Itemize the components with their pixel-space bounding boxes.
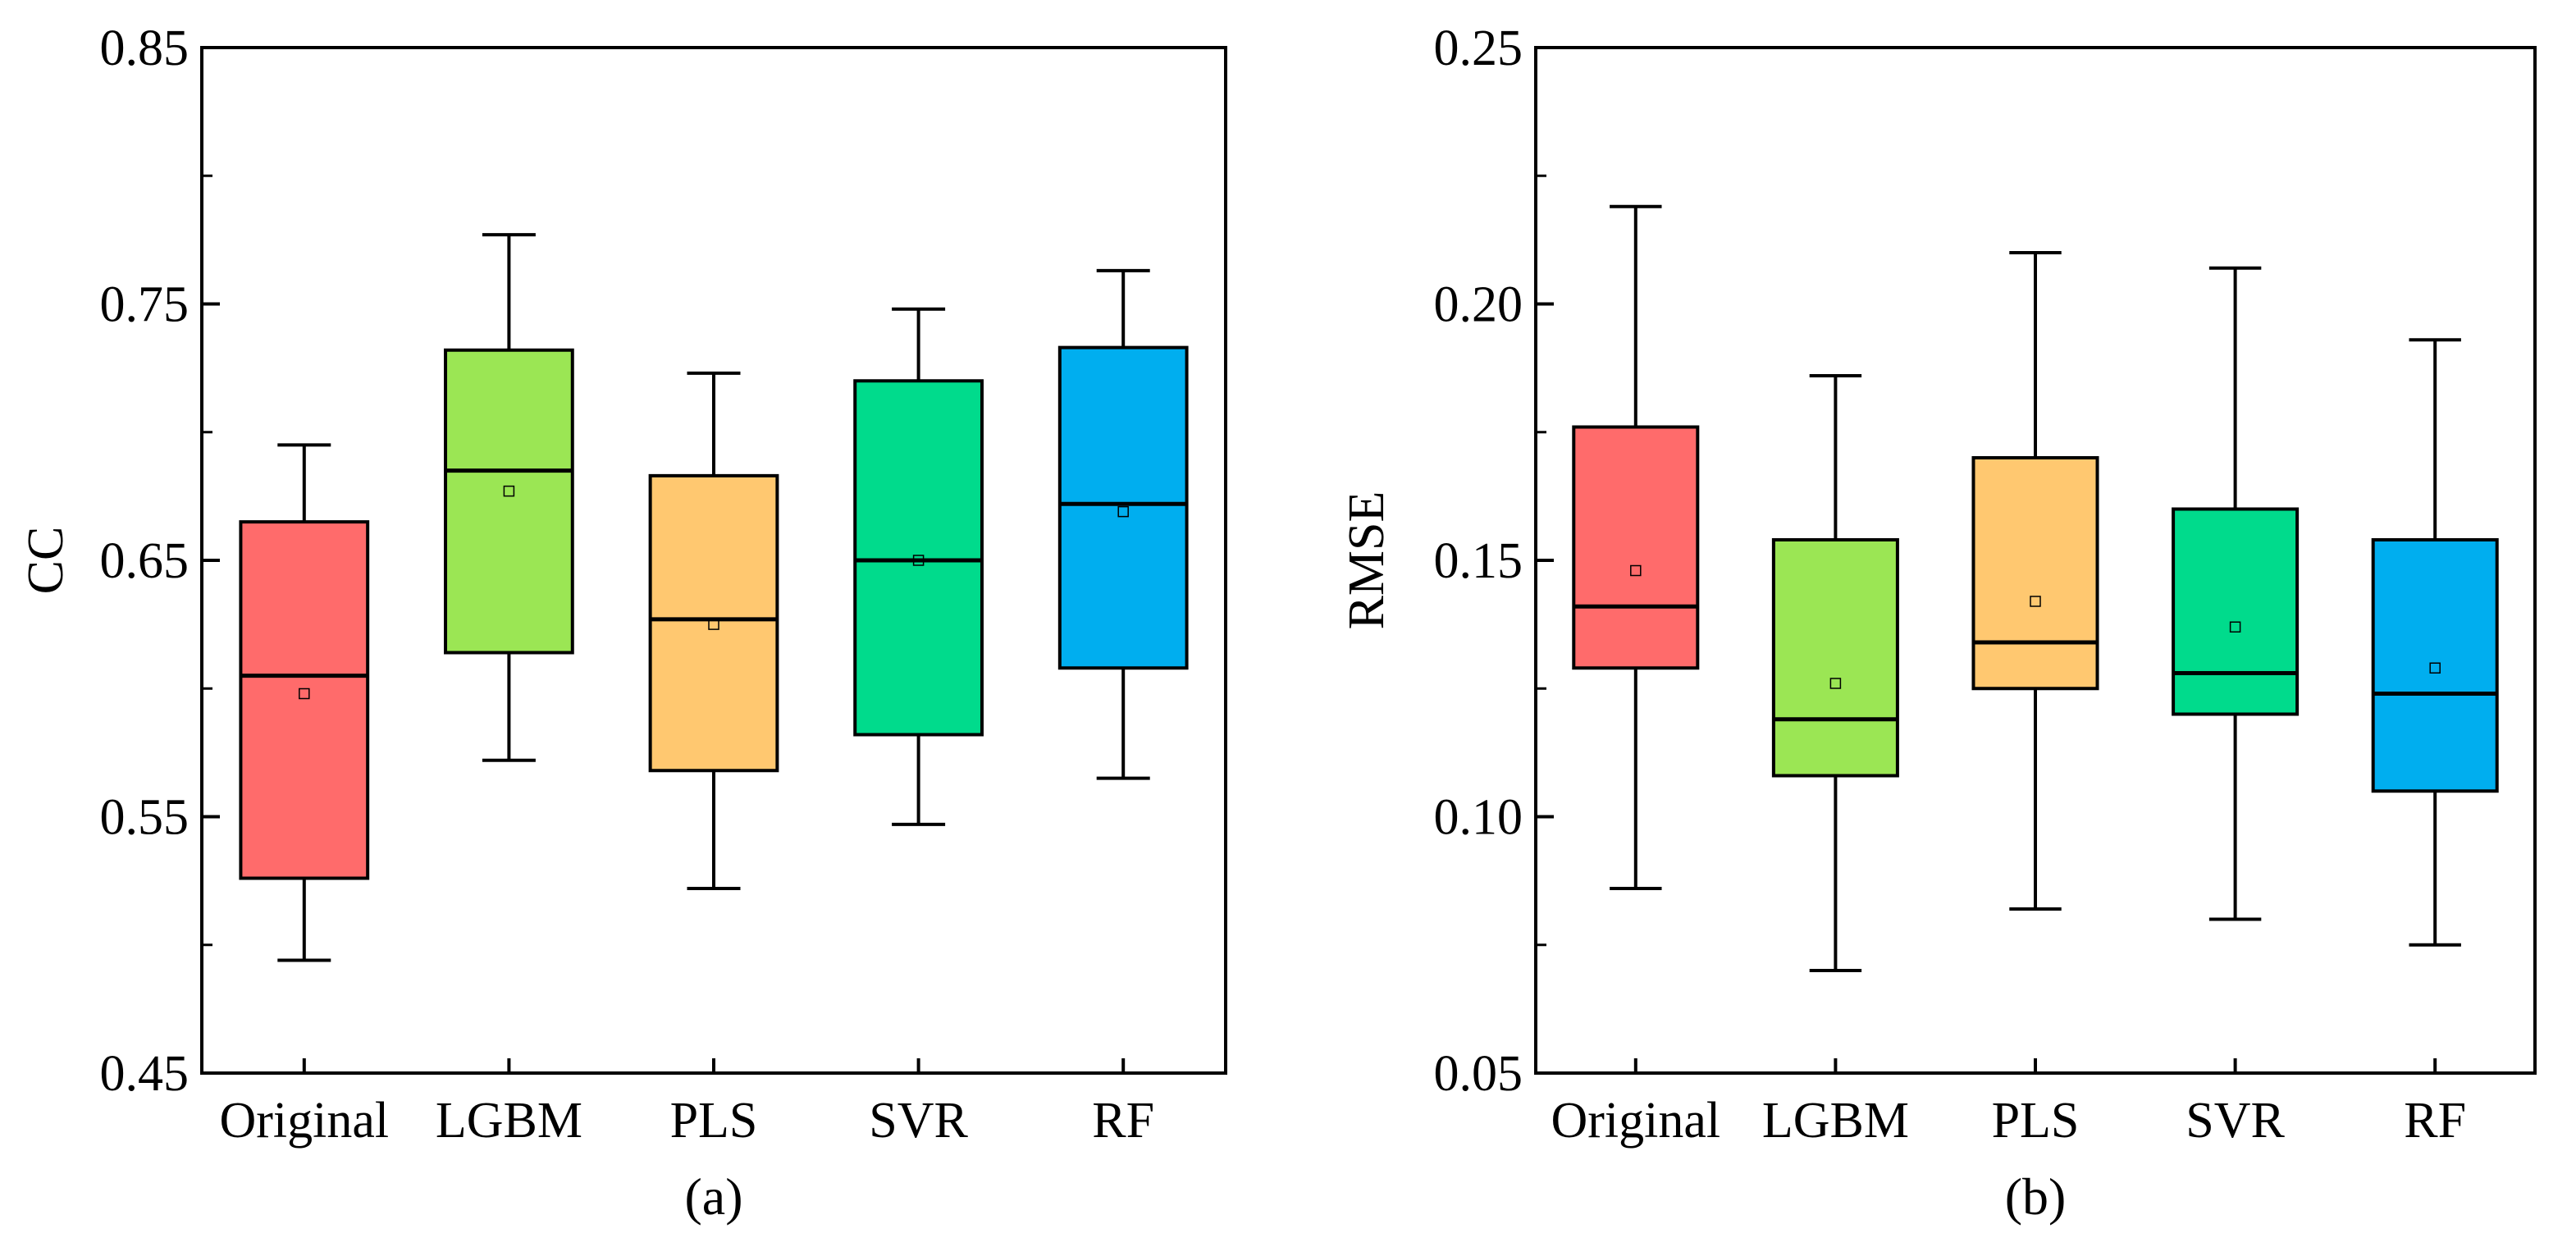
x-tick-label: Original bbox=[1551, 1093, 1720, 1149]
y-tick-label: 0.15 bbox=[1434, 533, 1523, 589]
x-tick-label: PLS bbox=[1992, 1093, 2080, 1149]
box-lgbm bbox=[1771, 374, 1899, 972]
y-axis-label: CC bbox=[18, 527, 74, 595]
mean-marker bbox=[2429, 662, 2441, 674]
box-rf bbox=[2371, 338, 2499, 947]
iqr-box bbox=[1572, 425, 1700, 670]
y-tick-label: 0.20 bbox=[1434, 277, 1523, 333]
mean-marker bbox=[708, 619, 719, 630]
x-tick-label: SVR bbox=[869, 1093, 968, 1149]
iqr-box bbox=[853, 379, 984, 737]
panel-a: 0.45 0.55 0.65 0.75 0.85 Original LGBM PLS SVR RF… bbox=[18, 21, 1227, 1226]
y-tick-label: 0.85 bbox=[100, 21, 190, 76]
x-tick-label: SVR bbox=[2185, 1093, 2285, 1149]
iqr-box bbox=[239, 520, 370, 880]
iqr-box bbox=[1057, 345, 1189, 670]
mean-marker bbox=[2229, 621, 2241, 633]
iqr-box bbox=[1771, 538, 1899, 778]
mean-marker bbox=[912, 555, 925, 566]
x-tick-label: Original bbox=[219, 1093, 389, 1149]
y-tick-label: 0.05 bbox=[1434, 1046, 1523, 1102]
panel-label: (a) bbox=[684, 1167, 742, 1226]
iqr-box bbox=[444, 348, 574, 655]
x-tick-label: PLS bbox=[670, 1093, 758, 1149]
box-pls bbox=[1971, 251, 2099, 911]
box-original bbox=[239, 443, 370, 962]
mean-marker bbox=[1829, 678, 1842, 689]
y-tick-label: 0.45 bbox=[100, 1046, 190, 1102]
box-rf bbox=[1057, 268, 1189, 780]
box-svr bbox=[853, 307, 984, 826]
box-original bbox=[1572, 204, 1700, 890]
y-axis-label: RMSE bbox=[1339, 491, 1395, 630]
y-tick-label: 0.75 bbox=[100, 277, 190, 333]
iqr-box bbox=[2172, 507, 2300, 716]
y-tick-label: 0.25 bbox=[1434, 21, 1523, 76]
x-tick-label: RF bbox=[1092, 1093, 1154, 1149]
box-lgbm bbox=[444, 233, 574, 762]
mean-marker bbox=[1630, 564, 1642, 577]
x-tick-label: RF bbox=[2404, 1093, 2466, 1149]
mean-marker bbox=[1117, 505, 1129, 518]
panel-label: (b) bbox=[2005, 1167, 2067, 1226]
mean-marker bbox=[503, 485, 515, 497]
x-tick-label: LGBM bbox=[1762, 1093, 1909, 1149]
mean-marker bbox=[299, 687, 310, 700]
y-tick-label: 0.55 bbox=[100, 790, 190, 846]
iqr-box bbox=[1971, 456, 2099, 691]
box-pls bbox=[648, 371, 779, 890]
panel-b: 0.05 0.10 0.15 0.20 0.25 Original LGBM PLS SVR RF… bbox=[1339, 21, 2537, 1226]
y-tick-label: 0.65 bbox=[100, 533, 190, 589]
y-tick-label: 0.10 bbox=[1434, 790, 1523, 846]
iqr-box bbox=[2371, 538, 2499, 793]
x-tick-label: LGBM bbox=[436, 1093, 582, 1149]
box-svr bbox=[2172, 266, 2300, 921]
iqr-box bbox=[648, 473, 779, 773]
mean-marker bbox=[2030, 596, 2041, 607]
